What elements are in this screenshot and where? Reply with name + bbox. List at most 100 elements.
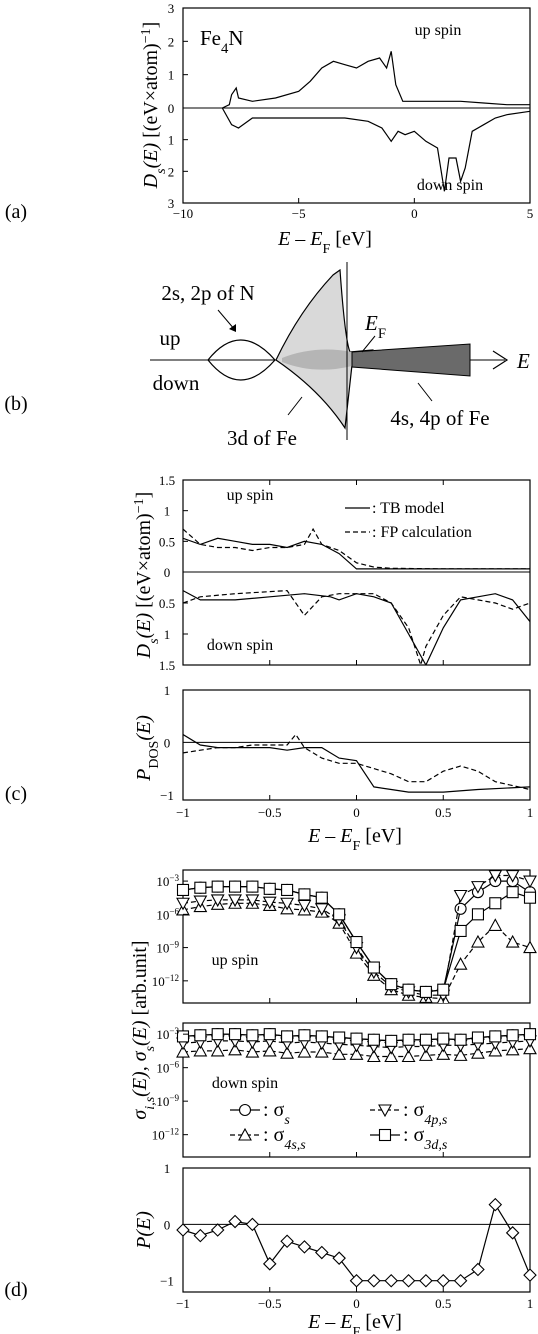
panel-a-label: (a) bbox=[5, 201, 27, 223]
panel-d-xtick-label: 0 bbox=[353, 1296, 360, 1311]
panel-d-ylabel-part: s bbox=[143, 1045, 158, 1051]
panel-b-down: down bbox=[153, 371, 200, 395]
panel-a-ytick-down: 3 bbox=[168, 196, 175, 211]
panel-d-legend-label-part: 4p,s bbox=[424, 1113, 448, 1128]
panel-c-xtick-label: 1 bbox=[527, 805, 534, 820]
panel-d-down-label: down spin bbox=[212, 1075, 278, 1092]
panel-d-down-ytick-part: 10 bbox=[156, 1094, 169, 1109]
panel-d-up-marker-square bbox=[229, 880, 242, 893]
panel-a-title-part: N bbox=[228, 26, 243, 50]
panel-d-up-ytick-part: −3 bbox=[169, 873, 179, 883]
panel-c-pdos-ytick: −1 bbox=[160, 788, 174, 803]
panel-b-n-band bbox=[207, 339, 276, 381]
panel-d-legend-label: : σ3d,s bbox=[403, 1124, 448, 1153]
panel-d-legend-label-part: 3d,s bbox=[423, 1138, 448, 1153]
panel-d-down-marker-square bbox=[419, 1033, 432, 1046]
panel-a-title: Fe4N bbox=[200, 26, 244, 57]
panel-d-down-ytick-part: 10 bbox=[156, 1027, 169, 1042]
panel-d-down-marker-square bbox=[506, 1029, 519, 1042]
panel-c-down-tb bbox=[183, 590, 530, 665]
panel-d-down-marker-square bbox=[385, 1034, 398, 1047]
panel-d-down-ytick-part: −9 bbox=[169, 1093, 179, 1103]
panel-c-ytick-up: 1 bbox=[164, 504, 171, 519]
panel-d-up-marker-square bbox=[471, 908, 485, 921]
panel-c-pdos-plot bbox=[183, 733, 530, 793]
panel-c-pdos-ylabel-part: (E) bbox=[133, 715, 155, 741]
panel-a-frame bbox=[182, 7, 531, 204]
panel-a-ytick-up: 1 bbox=[168, 68, 175, 83]
panel-d-up-ytick-part: 10 bbox=[156, 907, 169, 922]
panel-d-up-label: up spin bbox=[212, 952, 259, 969]
panel-d-up-marker-square bbox=[419, 985, 432, 998]
panel-d-down-plot bbox=[176, 1028, 537, 1063]
panel-c-ylabel-part: (E) bbox=[133, 613, 155, 639]
panel-d-ylabel: σi,s(E), σs(E) [arb.unit] bbox=[129, 940, 158, 1119]
panel-d-down-marker-square bbox=[523, 1028, 537, 1041]
panel-d-down-ytick: 10−12 bbox=[152, 1127, 180, 1143]
panel-d-legend-label-part: : σ bbox=[403, 1124, 425, 1146]
panel-c-ylabel-part: [(eV×atom) bbox=[133, 513, 155, 613]
panel-c-xlabel: E – EF [eV] bbox=[307, 825, 402, 854]
panel-c-label: (c) bbox=[5, 783, 27, 805]
panel-c-ytick-up: 0 bbox=[164, 565, 171, 580]
panel-d-down-marker-square bbox=[281, 1030, 294, 1043]
panel-d-up-marker-nabla bbox=[505, 870, 520, 883]
panel-d-up-marker-square bbox=[402, 983, 415, 996]
panel-d-down-marker-triangle bbox=[176, 1044, 190, 1058]
panel-a-xtick-label: 5 bbox=[527, 206, 534, 221]
panel-d-pe-marker bbox=[436, 1273, 451, 1288]
panel-a-ytick-up: 3 bbox=[168, 1, 175, 16]
panel-a-ylabel-part: [(eV×atom) bbox=[140, 43, 162, 143]
panel-c-ylabel: Ds(E) [(eV×atom)−1] bbox=[132, 492, 162, 660]
panel-d-up-marker-nabla bbox=[523, 875, 537, 889]
panel-a-plot bbox=[221, 51, 530, 192]
panel-c-up-fp bbox=[183, 527, 530, 570]
panel-a-xlabel-part: [eV] bbox=[330, 228, 372, 250]
panel-d-ylabel-part: [arb.unit] bbox=[129, 940, 151, 1020]
panel-b-fe4sp-arrow bbox=[417, 382, 433, 402]
panel-a-ylabel-part: D bbox=[140, 173, 162, 189]
panel-d-down-marker-square bbox=[246, 1029, 259, 1042]
panel-a-down-series bbox=[221, 107, 530, 192]
panel-c-ytick-up: 0.5 bbox=[159, 534, 175, 549]
panel-c-up-plot bbox=[183, 527, 530, 570]
panel-d-legend-label: : σ4s,s bbox=[263, 1124, 306, 1153]
panel-d-up-marker-square bbox=[281, 883, 294, 897]
panel-d-up-ytick-part: 10 bbox=[152, 974, 165, 989]
panel-c-xlabel-part: – bbox=[320, 825, 340, 847]
panel-d-pe-marker bbox=[315, 1245, 329, 1260]
panel-d-up-marker-square bbox=[437, 983, 450, 996]
panel-b-fe4sp-band bbox=[351, 343, 471, 377]
panel-a-xlabel-part: – bbox=[290, 228, 310, 250]
panel-d-up-marker-triangle bbox=[453, 957, 468, 970]
panel-d-up-marker-nabla bbox=[262, 896, 277, 910]
panel-d-xtick-label: −0.5 bbox=[258, 1296, 282, 1311]
panel-a-ytick-up: 2 bbox=[168, 34, 175, 49]
panel-b-up: up bbox=[160, 326, 181, 350]
panel-d-up-marker-triangle bbox=[471, 934, 485, 948]
panel-d-down-marker-square bbox=[402, 1033, 415, 1046]
panel-d-down-ytick-part: 10 bbox=[156, 1061, 169, 1076]
panel-d-up-ytick: 10−12 bbox=[152, 973, 180, 989]
panel-b-n-arrow bbox=[217, 309, 236, 331]
panel-d-up-marker-nabla bbox=[471, 881, 485, 894]
panel-a-xtick-label: −10 bbox=[173, 206, 193, 221]
panel-d-up-ytick-part: −12 bbox=[165, 973, 180, 983]
panel-a-up-series bbox=[222, 51, 530, 109]
panel-d-up-plot bbox=[176, 870, 537, 1003]
panel-d-down-marker-square bbox=[454, 1033, 467, 1046]
panel-c-down-label: down spin bbox=[207, 637, 273, 654]
panel-d-down-marker-triangle bbox=[401, 1049, 416, 1063]
panel-d-down-ytick-part: −6 bbox=[169, 1060, 179, 1070]
panel-d-down-marker-square bbox=[437, 1032, 450, 1045]
panel-c-ytick-down: 1 bbox=[164, 627, 171, 642]
panel-d-up-ytick: 10−3 bbox=[156, 873, 179, 889]
panel-d-pe-ytick: −1 bbox=[160, 1274, 174, 1289]
panel-d-legend-marker bbox=[378, 1128, 392, 1142]
panel-c-ytick-down: 0.5 bbox=[159, 596, 175, 611]
panel-d-legend-label-part: : σ bbox=[263, 1099, 285, 1121]
panel-b-ef-arrow bbox=[361, 335, 376, 353]
panel-d-up-marker-square bbox=[454, 924, 467, 938]
panel-d-up-marker-nabla bbox=[314, 903, 329, 916]
